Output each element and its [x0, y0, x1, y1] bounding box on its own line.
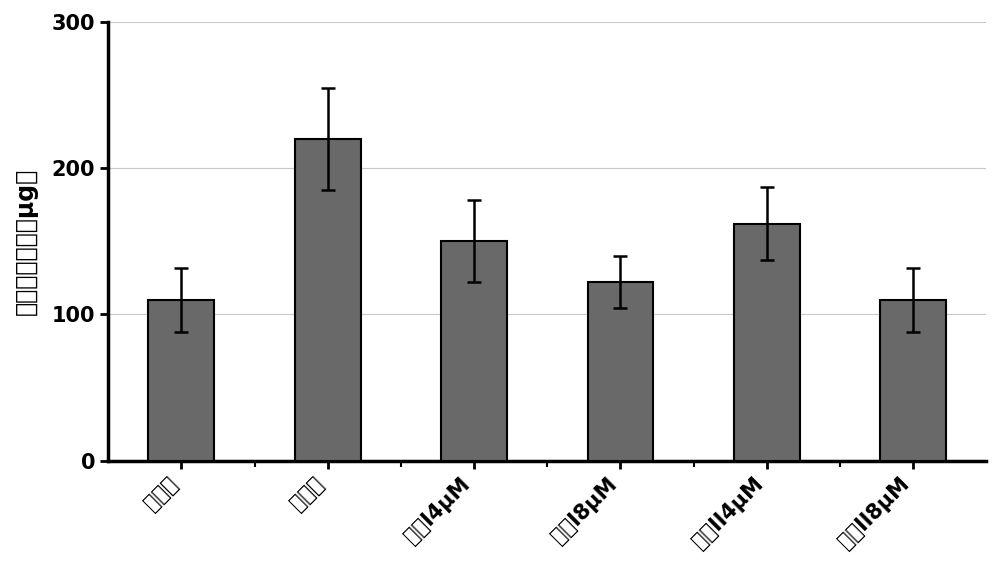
Bar [295, 139, 361, 461]
Bar [880, 299, 946, 461]
Bar [148, 299, 214, 461]
Y-axis label: 羟胞氨酸含量（μg）: 羟胞氨酸含量（μg） [14, 168, 38, 315]
Bar [441, 241, 507, 461]
Bar [734, 224, 800, 461]
Bar [588, 282, 653, 461]
